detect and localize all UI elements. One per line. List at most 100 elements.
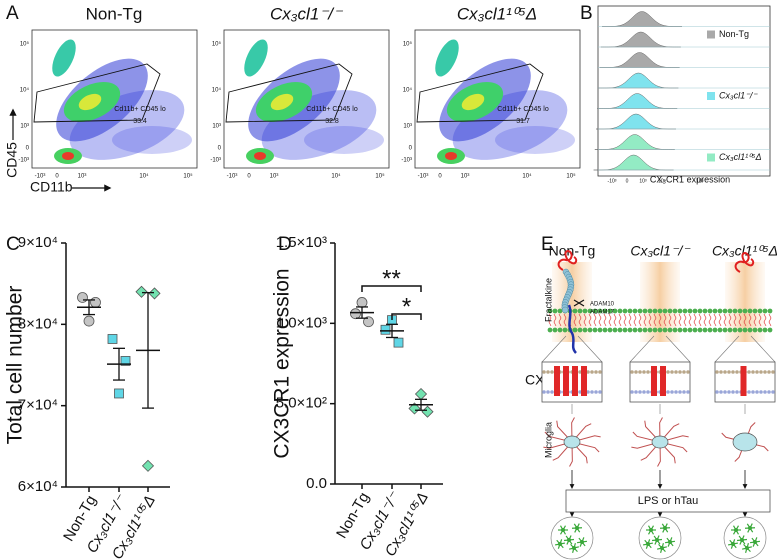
lipid-head	[759, 370, 763, 374]
lipid-head	[557, 327, 563, 333]
lipid-head	[667, 308, 673, 314]
row-label: Microglia	[543, 422, 553, 458]
lipid-head	[622, 327, 628, 333]
y-tick-label: 10³	[403, 124, 412, 130]
lipid-head	[682, 390, 686, 394]
lipid-head	[678, 370, 682, 374]
chemokine-domain	[557, 249, 578, 271]
lipid-head	[682, 327, 688, 333]
data-point	[83, 315, 95, 327]
lipid-head	[747, 308, 753, 314]
activated-microglia	[572, 546, 576, 550]
lipid-head	[677, 327, 683, 333]
lipid-head	[657, 327, 663, 333]
culture-well	[550, 516, 594, 560]
y-tick-label: 10³	[212, 124, 221, 130]
x-tick-label: -10³	[35, 174, 46, 180]
y-tick-label: 10⁵	[212, 41, 222, 48]
lipid-head	[755, 370, 759, 374]
stimulus-label: LPS or hTau	[638, 495, 699, 507]
lipid-head	[702, 308, 708, 314]
lipid-head	[767, 390, 771, 394]
lipid-head	[592, 327, 598, 333]
data-point	[356, 297, 368, 308]
lipid-head	[546, 390, 550, 394]
x-tick-label: 10⁵	[375, 173, 385, 180]
lipid-head	[578, 370, 582, 374]
lipid-head	[727, 370, 731, 374]
lipid-head	[594, 370, 598, 374]
activated-microglia	[734, 528, 738, 532]
activated-microglia	[745, 546, 749, 550]
lipid-head	[637, 327, 643, 333]
density-upper	[244, 39, 268, 77]
receptor-helix	[572, 366, 578, 396]
gate-label: Cd11b+ CD45 lo	[497, 106, 549, 113]
lipid-head	[642, 308, 648, 314]
lipid-head	[578, 390, 582, 394]
lipid-tail	[708, 313, 712, 327]
lipid-tail	[603, 313, 607, 327]
lipid-tail	[618, 313, 622, 327]
legend-swatch	[707, 92, 715, 100]
lipid-head	[652, 308, 658, 314]
data-point	[114, 388, 124, 399]
lipid-head	[582, 308, 588, 314]
lipid-tail	[758, 313, 762, 327]
culture-well	[638, 516, 682, 560]
x-tick-label: 10³	[639, 178, 647, 184]
lipid-tail	[703, 313, 707, 327]
x-tick-label: 0	[247, 174, 251, 180]
data-point	[135, 285, 148, 298]
lipid-head	[674, 390, 678, 394]
gate-label: Cd11b+ CD45 lo	[306, 106, 358, 113]
gate-label: Cd11b+ CD45 lo	[114, 106, 166, 113]
lipid-head	[735, 390, 739, 394]
activated-microglia	[575, 526, 579, 530]
lipid-head	[598, 390, 602, 394]
microglia-process	[571, 417, 575, 443]
panel-label: C	[6, 234, 20, 255]
y-tick-label: 9×10⁴	[18, 234, 58, 251]
lipid-head	[632, 308, 638, 314]
lipid-head	[727, 390, 731, 394]
lipid-head	[586, 370, 590, 374]
significance-label: *	[402, 293, 411, 320]
lipid-head	[547, 308, 553, 314]
lipid-head	[735, 370, 739, 374]
data-point	[148, 287, 161, 300]
lipid-head	[707, 308, 713, 314]
column-header: Cx₃cl1¹⁰⁵Δ	[712, 243, 778, 259]
lipid-head	[712, 327, 718, 333]
activated-microglia	[567, 538, 571, 542]
lipid-tail	[693, 313, 697, 327]
microglia-process	[659, 417, 663, 443]
significance-bracket	[391, 313, 422, 320]
lipid-head	[762, 327, 768, 333]
lipid-head	[597, 308, 603, 314]
lipid-tail	[768, 313, 772, 327]
x-tick-label: 10³	[270, 174, 279, 180]
lipid-tail	[598, 313, 602, 327]
lipid-head	[542, 370, 546, 374]
lipid-head	[731, 370, 735, 374]
lipid-tail	[583, 313, 587, 327]
lipid-head	[670, 370, 674, 374]
density-low-core	[62, 152, 74, 160]
legend-swatch	[707, 153, 715, 162]
lipid-head	[634, 370, 638, 374]
data-point	[107, 334, 118, 344]
x-tick-label: 10³	[461, 174, 470, 180]
column-header: Non-Tg	[549, 243, 596, 259]
lipid-tail	[678, 313, 682, 327]
x-axis-label: CD11b	[30, 179, 73, 195]
culture-well	[723, 516, 767, 560]
lipid-head	[672, 327, 678, 333]
lipid-head	[586, 390, 590, 394]
y-tick-label: 10³	[20, 124, 29, 130]
panel-label: A	[6, 3, 19, 24]
y-tick-label: 0	[218, 146, 222, 152]
activated-microglia	[748, 526, 752, 530]
gate-percent: 32.8	[325, 118, 339, 125]
